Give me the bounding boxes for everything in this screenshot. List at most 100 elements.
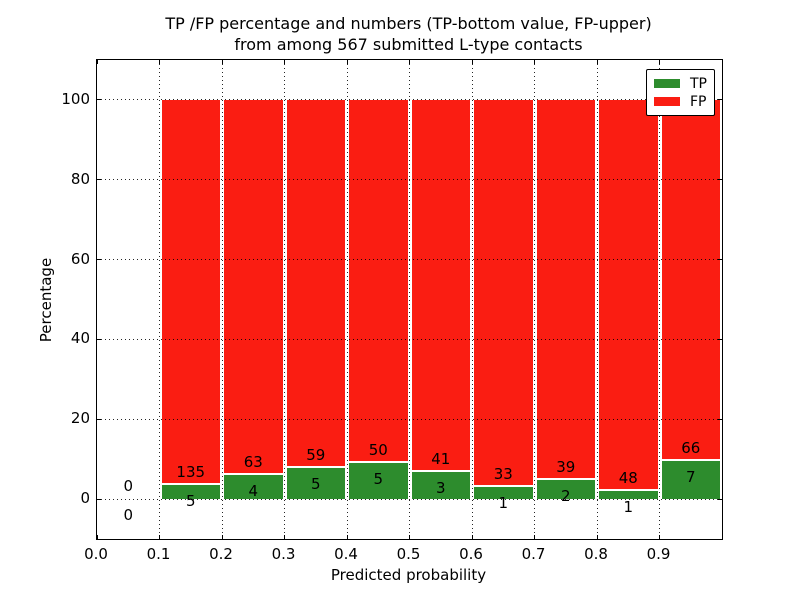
bar-tp <box>411 471 470 500</box>
tp-count-label: 7 <box>685 467 696 486</box>
bar-fp <box>661 99 720 459</box>
x-tick-mark <box>409 60 410 64</box>
x-tick-mark <box>284 60 285 64</box>
tp-count-label: 0 <box>123 506 134 525</box>
x-tick-mark <box>659 60 660 64</box>
y-tick-label: 0 <box>80 489 90 508</box>
legend-label-tp: TP <box>690 75 707 92</box>
x-gridline <box>159 60 160 539</box>
tp-count-label: 4 <box>248 482 259 501</box>
x-gridline <box>221 60 223 539</box>
x-gridline <box>534 60 535 539</box>
x-tick-label: 0.2 <box>209 545 233 563</box>
chart-title-line2: from among 567 submitted L-type contacts <box>234 35 583 54</box>
x-tick-mark <box>534 60 535 64</box>
bar-fp <box>349 99 408 461</box>
fp-count-label: 39 <box>556 457 576 476</box>
x-tick-label: 0.5 <box>396 545 421 563</box>
fp-count-label: 50 <box>368 440 388 459</box>
y-tick-mark <box>718 99 722 101</box>
x-tick-label: 0.6 <box>459 545 483 563</box>
bar-fp <box>536 99 595 478</box>
fp-count-label: 135 <box>176 462 206 481</box>
y-tick-label: 40 <box>70 329 90 348</box>
tp-count-label: 3 <box>435 478 446 497</box>
fp-count-label: 41 <box>431 449 451 468</box>
y-tick-mark <box>97 179 101 181</box>
x-gridline <box>471 60 473 539</box>
fp-count-label: 63 <box>243 453 263 472</box>
y-tick-mark <box>97 418 101 420</box>
x-tick-mark <box>346 535 348 539</box>
x-tick-label: 0.7 <box>521 545 546 563</box>
x-tick-mark <box>221 535 223 539</box>
x-tick-mark <box>596 535 598 539</box>
y-tick-mark <box>718 259 722 261</box>
y-tick-label: 20 <box>70 409 90 428</box>
y-tick-mark <box>718 179 722 181</box>
x-tick-mark <box>471 535 473 539</box>
tp-count-label: 5 <box>310 474 321 493</box>
legend-entry-fp: FP <box>647 95 714 109</box>
x-tick-mark <box>159 535 160 539</box>
fp-count-label: 0 <box>123 477 134 496</box>
bar-fp <box>286 99 345 466</box>
y-tick-label: 60 <box>70 249 90 268</box>
x-tick-mark <box>346 60 348 64</box>
tp-color-swatch <box>654 79 680 88</box>
y-tick-label: 100 <box>61 89 90 108</box>
x-tick-mark <box>659 535 660 539</box>
x-tick-label: 0.9 <box>646 545 671 563</box>
x-gridline <box>284 60 285 539</box>
fp-count-label: 66 <box>681 438 701 457</box>
bar-tp <box>536 479 595 500</box>
bar-tp <box>661 460 720 500</box>
x-gridline <box>346 60 348 539</box>
y-tick-mark <box>718 498 722 500</box>
y-tick-mark <box>97 99 101 101</box>
tp-count-label: 1 <box>623 497 634 516</box>
bar-tp <box>599 490 658 500</box>
x-tick-mark <box>221 60 223 64</box>
x-gridline <box>659 60 660 539</box>
bar-fp <box>474 99 533 486</box>
x-tick-mark <box>409 535 410 539</box>
fp-count-label: 33 <box>493 465 513 484</box>
x-tick-label: 0.1 <box>146 545 171 563</box>
tp-count-label: 2 <box>560 486 571 505</box>
chart-title-line1: TP /FP percentage and numbers (TP-bottom… <box>165 14 652 33</box>
tp-count-label: 1 <box>498 494 509 513</box>
x-axis-label: Predicted probability <box>330 566 487 584</box>
bar-fp <box>224 99 283 474</box>
bar-tp <box>474 487 533 500</box>
fp-count-label: 59 <box>306 445 326 464</box>
x-tick-label: 0.0 <box>84 545 108 563</box>
bar-tp <box>349 462 408 500</box>
x-gridline <box>409 60 410 539</box>
x-tick-mark <box>96 60 98 64</box>
plot-area: TP FP 0 0 135 5 63 4 59 5 50 5 41 3 33 1 39 2 48 1 66 7 <box>96 59 723 540</box>
y-tick-mark <box>97 338 101 340</box>
tp-count-label: 5 <box>373 469 384 488</box>
x-tick-mark <box>159 60 160 64</box>
x-tick-label: 0.4 <box>334 545 358 563</box>
x-gridline <box>596 60 598 539</box>
y-tick-mark <box>97 259 101 261</box>
bar-tp <box>161 484 220 500</box>
y-tick-mark <box>97 498 101 500</box>
x-tick-mark <box>534 535 535 539</box>
y-axis-label: Percentage <box>37 257 55 343</box>
bar-tp <box>224 475 283 500</box>
x-tick-label: 0.3 <box>271 545 296 563</box>
y-tick-label: 80 <box>70 169 90 188</box>
bar-fp <box>161 99 220 483</box>
y-tick-mark <box>718 338 722 340</box>
fp-color-swatch <box>654 97 680 106</box>
legend-label-fp: FP <box>690 93 707 110</box>
x-tick-label: 0.8 <box>584 545 608 563</box>
legend: TP FP <box>646 69 715 116</box>
x-tick-mark <box>471 60 473 64</box>
legend-entry-tp: TP <box>647 77 714 91</box>
bar-fp <box>599 99 658 489</box>
